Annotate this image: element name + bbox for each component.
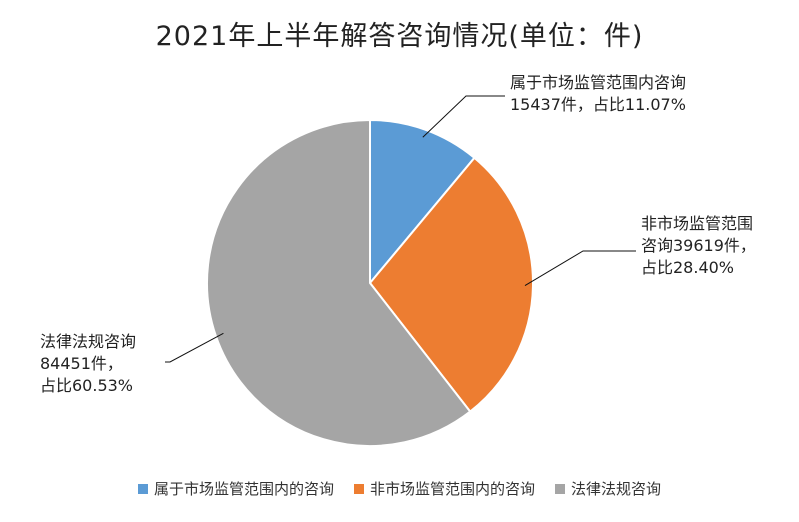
data-label-market-scope: 属于市场监管范围内咨询 15437件，占比11.07% [510,72,686,116]
data-label-laws: 法律法规咨询 84451件， 占比60.53% [40,331,136,397]
legend-label: 属于市场监管范围内的咨询 [153,480,334,498]
data-label-line: 15437件，占比11.07% [510,95,686,114]
legend: 属于市场监管范围内的咨询 非市场监管范围内的咨询 法律法规咨询 [0,478,799,499]
legend-item-non-market-scope[interactable]: 非市场监管范围内的咨询 [353,478,535,499]
legend-swatch [137,483,148,494]
pie-slice-laws [206,118,472,447]
data-label-line: 法律法规咨询 [40,332,137,351]
legend-swatch [353,483,364,494]
data-label-line: 咨询39619件， [641,236,756,255]
pie-slice-market-scope [369,118,476,286]
data-label-non-market-scope: 非市场监管范围 咨询39619件， 占比28.40% [641,213,756,279]
data-label-line: 占比28.40% [641,258,735,277]
legend-item-market-scope[interactable]: 属于市场监管范围内的咨询 [137,478,334,499]
pie-slice-non-market-scope [368,156,534,413]
leader-line [524,250,636,287]
legend-label: 非市场监管范围内的咨询 [369,480,535,498]
chart-title: 2021年上半年解答咨询情况(单位：件) [155,21,644,52]
data-label-line: 属于市场监管范围内咨询 [510,73,687,92]
legend-label: 法律法规咨询 [571,480,662,498]
leader-line [422,95,505,138]
legend-swatch [555,483,565,494]
data-label-line: 84451件， [40,354,123,373]
data-label-line: 非市场监管范围 [641,214,754,233]
data-label-line: 占比60.53% [40,376,134,395]
leader-line [165,332,224,363]
legend-item-laws[interactable]: 法律法规咨询 [555,478,661,499]
